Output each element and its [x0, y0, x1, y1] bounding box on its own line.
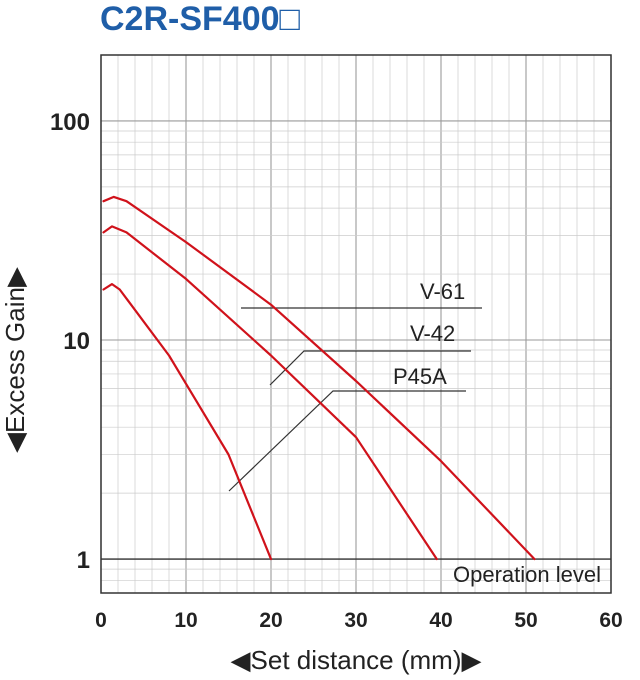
x-tick-label: 0	[95, 609, 107, 632]
plot-frame	[100, 54, 612, 594]
series-line-v-42	[102, 225, 438, 561]
callout-v42	[269, 350, 471, 386]
series-lines	[102, 195, 536, 561]
operation-level-label: Operation level	[453, 562, 601, 587]
callout-p45a	[228, 390, 466, 492]
x-tick-label: 50	[514, 609, 537, 632]
y-tick-label: 1	[77, 547, 90, 574]
series-line-v-61	[102, 195, 536, 561]
x-tick-label: 40	[429, 609, 452, 632]
y-tick-label: 100	[50, 109, 90, 136]
x-tick-labels: 0 10 20 30 40 50 60	[95, 609, 623, 632]
chart-title: C2R-SF400□	[100, 0, 301, 38]
y-tick-label: 10	[63, 328, 90, 355]
x-axis-label: ◀Set distance (mm)▶	[231, 645, 482, 675]
series-label-v61: V-61	[420, 279, 465, 304]
grid	[100, 54, 612, 594]
series-label-v42: V-42	[410, 321, 455, 346]
series-callouts: V-61 V-42 P45A	[228, 279, 482, 492]
series-line-p45a	[102, 283, 273, 561]
y-tick-labels: 1 10 100	[50, 109, 90, 574]
x-tick-label: 20	[259, 609, 282, 632]
x-tick-label: 60	[599, 609, 622, 632]
x-tick-label: 10	[174, 609, 197, 632]
x-tick-label: 30	[344, 609, 367, 632]
series-label-p45a: P45A	[393, 364, 447, 389]
y-axis-label: ◀Excess Gain▶	[0, 267, 30, 453]
